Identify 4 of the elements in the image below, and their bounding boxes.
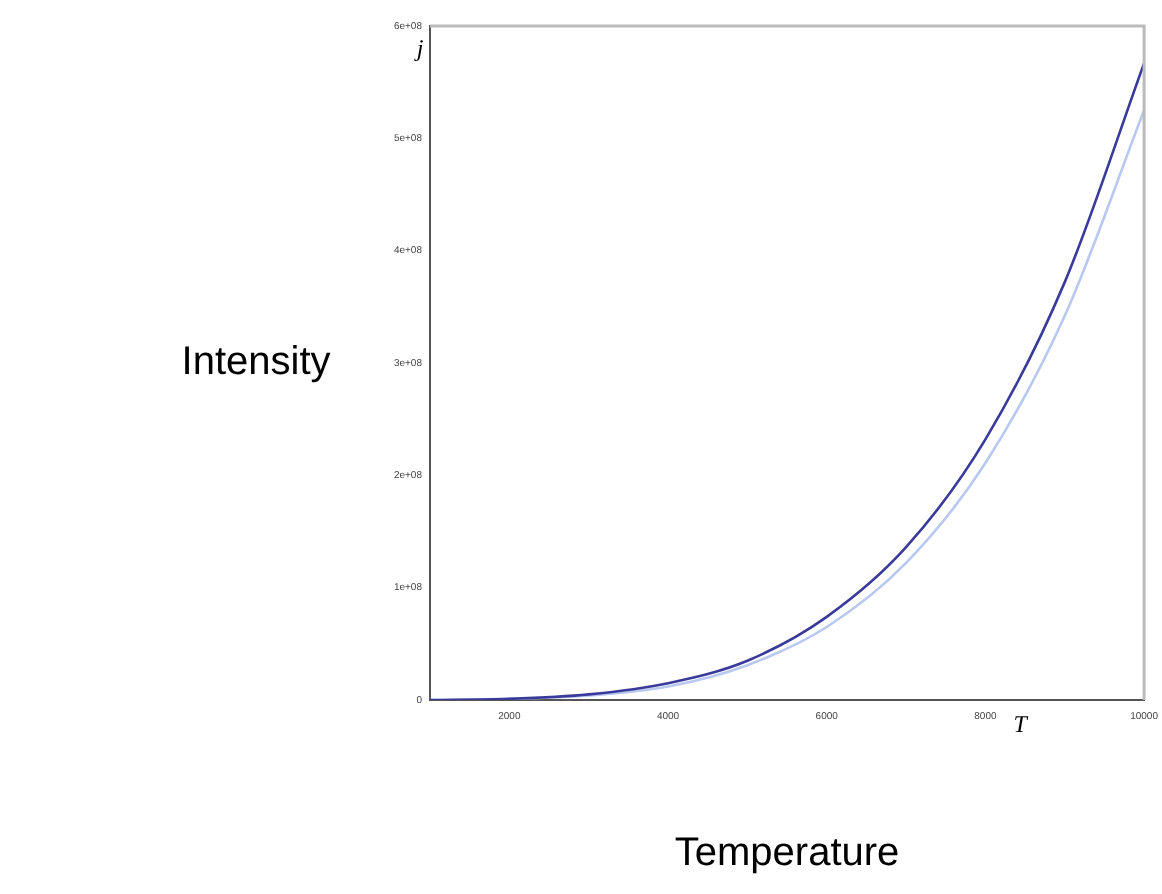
y-axis-title: Intensity bbox=[181, 340, 331, 385]
x-axis-title: Temperature bbox=[674, 831, 900, 876]
text: T bbox=[1013, 710, 1030, 739]
text: j bbox=[412, 34, 425, 63]
